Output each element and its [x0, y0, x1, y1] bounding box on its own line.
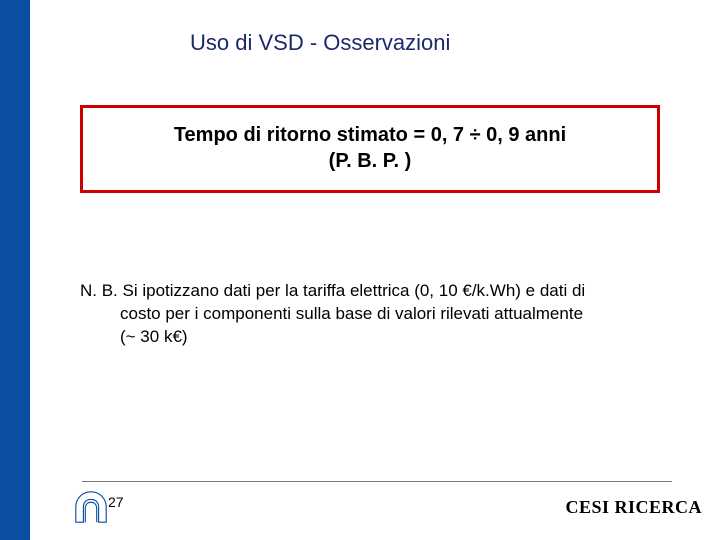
note-line-2: costo per i componenti sulla base di val… — [80, 303, 670, 326]
slide-content: Uso di VSD - Osservazioni Tempo di ritor… — [30, 0, 720, 540]
left-sidebar — [0, 0, 30, 540]
note-block: N. B. Si ipotizzano dati per la tariffa … — [80, 280, 670, 349]
slide-title: Uso di VSD - Osservazioni — [190, 30, 450, 56]
note-prefix: N. B. — [80, 281, 123, 300]
cesi-ricerca-logo: CESI RICERCA — [565, 497, 702, 518]
note-line-1: Si ipotizzano dati per la tariffa elettr… — [123, 281, 586, 300]
note-line-3: (~ 30 k€) — [80, 326, 670, 349]
footer-divider — [82, 481, 672, 482]
highlight-line-2: (P. B. P. ) — [91, 148, 649, 174]
page-number: 27 — [108, 494, 124, 510]
highlight-line-1: Tempo di ritorno stimato = 0, 7 ÷ 0, 9 a… — [91, 122, 649, 148]
confindustria-logo-icon — [72, 488, 110, 526]
highlight-box: Tempo di ritorno stimato = 0, 7 ÷ 0, 9 a… — [80, 105, 660, 193]
